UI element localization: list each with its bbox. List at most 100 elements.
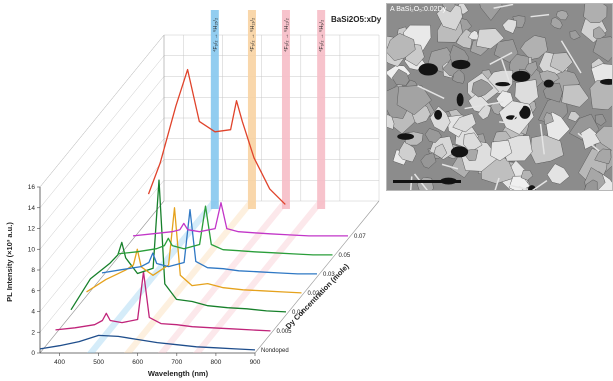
side-grid: [39, 138, 165, 291]
sem-grain: [594, 114, 607, 126]
sem-grain: [490, 139, 513, 162]
sem-pore: [397, 133, 414, 140]
sem-grain: [546, 163, 570, 185]
transition-band: [210, 10, 219, 209]
side-grid: [39, 180, 165, 333]
transition-floor-band: [123, 201, 256, 353]
z-axis-title: Dy Concentration (mole): [284, 261, 351, 330]
y-axis-title: PL Intensity (×10³ a.u.): [5, 222, 14, 302]
sem-grain: [387, 33, 416, 61]
sem-needle: [507, 184, 529, 190]
series-label: 0.03: [323, 272, 335, 278]
sem-grain: [471, 79, 494, 98]
sem-grain: [493, 39, 519, 63]
transition-floor-band: [193, 201, 326, 353]
sem-needle: [509, 105, 524, 126]
transition-label: ⁴F₉/₂ → ⁶H₁₅/₂: [212, 18, 219, 52]
top-edge: [39, 34, 165, 188]
transition-label: ⁴F₉/₂ → ⁶H₉/₂: [318, 20, 325, 52]
sem-needle: [464, 100, 504, 110]
series-label: 0.01: [292, 310, 304, 316]
sem-grain: [569, 30, 581, 41]
axis-labels: Wavelength (nm) PL Intensity (×10³ a.u.)…: [5, 15, 382, 378]
side-grid: [39, 76, 165, 229]
series-line: [147, 68, 286, 205]
x-tick-label: 800: [210, 359, 221, 366]
formula-label: BaSi2O5:xDy: [331, 15, 382, 24]
transition-band: [247, 10, 256, 209]
sem-grain: [567, 111, 581, 122]
series-line: [101, 208, 317, 275]
sem-needle: [493, 4, 514, 9]
sem-pore: [495, 81, 511, 87]
series-line: [86, 207, 302, 294]
series-label: 0.07: [354, 234, 366, 240]
sem-scale-bar: [393, 180, 461, 183]
sem-grain: [561, 84, 590, 108]
y-tick-label: 16: [28, 184, 36, 191]
sem-grain: [543, 112, 554, 126]
side-grid: [39, 117, 165, 271]
sem-pore: [450, 146, 469, 158]
sem-pore: [434, 109, 443, 120]
side-grid: [39, 97, 165, 250]
sem-pore: [456, 93, 464, 107]
sem-grain: [502, 18, 517, 34]
series-line: [117, 205, 333, 256]
sem-pore: [511, 70, 531, 82]
sem-grain: [477, 104, 492, 120]
sem-grain: [524, 61, 538, 76]
transition-label: ⁴F₉/₂ → ⁶H₁₃/₂: [249, 18, 256, 52]
transition-floor-band: [86, 201, 219, 353]
y-tick-label: 4: [31, 309, 35, 316]
x-tick-label: 900: [250, 359, 261, 366]
series-label: 0.05: [339, 253, 351, 259]
sem-grains: [387, 4, 612, 190]
sem-needle: [577, 132, 600, 152]
sem-needle: [413, 173, 429, 190]
sem-pore: [543, 79, 554, 88]
series-label: 0.02: [308, 291, 320, 297]
sem-grain: [387, 114, 395, 130]
x-tick-label: 700: [171, 359, 182, 366]
sem-pore: [600, 78, 612, 85]
axis-ticks: 400 500 600 700 800 900 0 2 4 6 8 10 12 14 16: [28, 184, 261, 366]
sem-label: A BaSi₂O₅:0.02Dy: [390, 6, 447, 13]
x-tick-label: 600: [132, 359, 143, 366]
y-tick-label: 8: [31, 267, 35, 274]
sem-grain: [550, 17, 563, 30]
transition-label: ⁴F₉/₂ → ⁶H₁₁/₂: [283, 18, 290, 52]
sem-grain: [584, 179, 598, 190]
sem-needle: [489, 51, 513, 66]
transition-bands: ⁴F₉/₂ → ⁶H₁₅/₂ ⁴F₉/₂ → ⁶H₁₃/₂ ⁴F₉/₂ → ⁶H₁₁…: [86, 10, 326, 353]
x-tick-label: 500: [93, 359, 104, 366]
series-line: [132, 202, 348, 237]
series-label: Nondoped: [261, 348, 289, 354]
sem-needle: [494, 177, 500, 190]
y-tick-label: 0: [31, 350, 35, 357]
y-tick-label: 6: [31, 288, 35, 295]
sem-needle: [531, 180, 548, 190]
sem-grain: [436, 4, 463, 31]
transition-floor-band: [157, 201, 290, 353]
sem-grain: [520, 35, 548, 60]
transition-band: [317, 10, 326, 209]
transition-band: [281, 10, 290, 209]
sem-pore: [418, 63, 438, 76]
sem-needle: [500, 59, 511, 84]
depth-axis: [39, 200, 165, 354]
sem-grain: [549, 52, 574, 73]
sem-grain: [433, 143, 448, 159]
sem-grain: [543, 82, 563, 103]
sem-grain: [452, 69, 465, 84]
series-line: [39, 334, 256, 351]
sem-grain: [594, 148, 612, 165]
sem-grain: [583, 4, 608, 23]
sem-micrograph: A BaSi₂O₅:0.02Dy: [386, 3, 613, 191]
sem-needle: [441, 163, 459, 170]
sem-grain: [398, 141, 417, 163]
series-lines: Nondoped 0.005 0.01 0.02 0.03 0.05 0.07: [39, 68, 366, 354]
sem-grain: [520, 169, 534, 181]
plot-frame: [39, 34, 380, 354]
